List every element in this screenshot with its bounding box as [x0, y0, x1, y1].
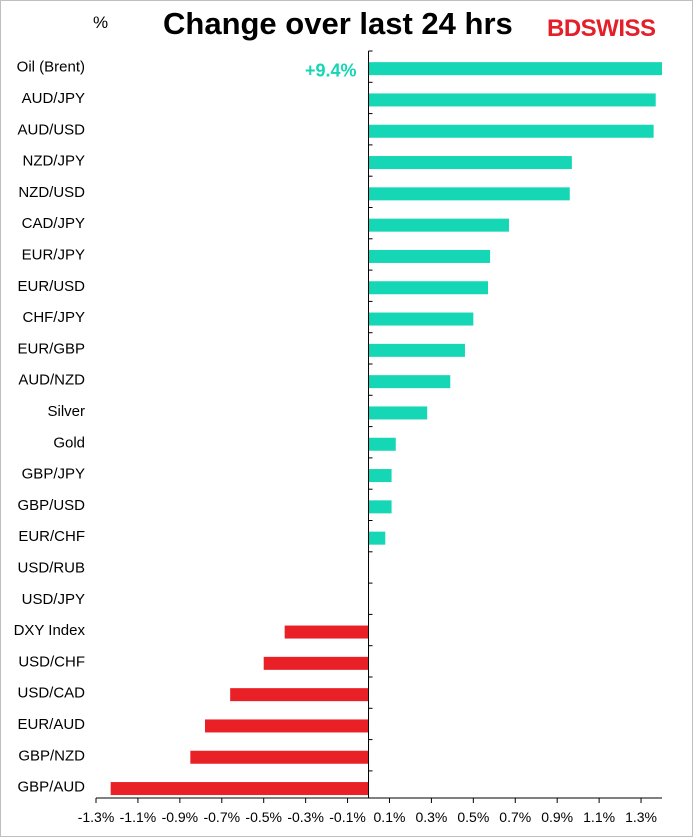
x-tick-label: -0.1%: [329, 809, 366, 825]
x-tick-label: 0.3%: [415, 809, 447, 825]
bar: [368, 469, 392, 483]
x-tick-label: -1.1%: [120, 809, 157, 825]
category-label: AUD/NZD: [18, 372, 85, 389]
bar: [368, 531, 386, 545]
bar: [368, 93, 656, 107]
bar: [368, 500, 392, 514]
bar: [368, 249, 491, 263]
bar: [110, 782, 369, 796]
category-label: Oil (Brent): [17, 59, 85, 76]
bar: [368, 312, 474, 326]
bar: [263, 656, 369, 670]
bar: [368, 156, 572, 170]
annotation-label: +9.4%: [305, 61, 357, 81]
x-tick-label: -0.7%: [203, 809, 240, 825]
bar: [368, 375, 451, 389]
category-label: EUR/CHF: [18, 528, 85, 545]
bar: [230, 688, 369, 702]
category-label: CAD/JPY: [22, 215, 85, 232]
bar: [190, 750, 369, 764]
category-label: EUR/GBP: [17, 340, 85, 357]
category-label: Silver: [47, 403, 85, 420]
category-label: USD/RUB: [17, 559, 85, 576]
x-tick-label: 0.5%: [457, 809, 489, 825]
x-tick-label: 0.1%: [374, 809, 406, 825]
category-label: NZD/USD: [18, 184, 85, 201]
category-label: EUR/AUD: [17, 716, 85, 733]
category-label: USD/CHF: [18, 653, 85, 670]
x-tick-label: 1.3%: [625, 809, 657, 825]
unit-label: %: [93, 13, 109, 32]
bar: [284, 625, 369, 639]
x-tick-label: -0.9%: [162, 809, 199, 825]
bar: [368, 62, 662, 76]
x-tick-label: 0.9%: [541, 809, 573, 825]
chart-title: Change over last 24 hrs: [163, 6, 513, 41]
bar: [368, 406, 428, 420]
category-label: NZD/JPY: [22, 153, 85, 170]
category-label: EUR/JPY: [22, 246, 85, 263]
x-tick-label: 1.1%: [583, 809, 615, 825]
category-label: USD/CAD: [17, 685, 85, 702]
category-label: Gold: [53, 434, 85, 451]
category-label: GBP/JPY: [22, 466, 85, 483]
bar: [368, 343, 465, 357]
x-tick-label: -0.3%: [287, 809, 324, 825]
x-tick-label: -0.5%: [245, 809, 282, 825]
brand-logo: BDSWISS: [547, 15, 656, 43]
bar: [368, 281, 489, 295]
bar: [368, 218, 509, 232]
category-label: AUD/JPY: [22, 90, 85, 107]
category-label: EUR/USD: [17, 278, 85, 295]
x-tick-label: -1.3%: [78, 809, 115, 825]
bar: [368, 124, 654, 138]
category-label: GBP/NZD: [18, 747, 85, 764]
brand-logo-part1: BD: [547, 15, 581, 42]
x-tick-label: 0.7%: [499, 809, 531, 825]
brand-logo-part2: SWISS: [580, 15, 656, 42]
category-label: GBP/USD: [17, 497, 85, 514]
category-label: USD/JPY: [22, 591, 85, 608]
category-label: CHF/JPY: [22, 309, 85, 326]
category-label: DXY Index: [14, 622, 86, 639]
category-label: GBP/AUD: [17, 779, 85, 796]
bar: [368, 187, 570, 201]
bar: [368, 437, 396, 451]
bar: [205, 719, 369, 733]
category-label: AUD/USD: [17, 121, 85, 138]
